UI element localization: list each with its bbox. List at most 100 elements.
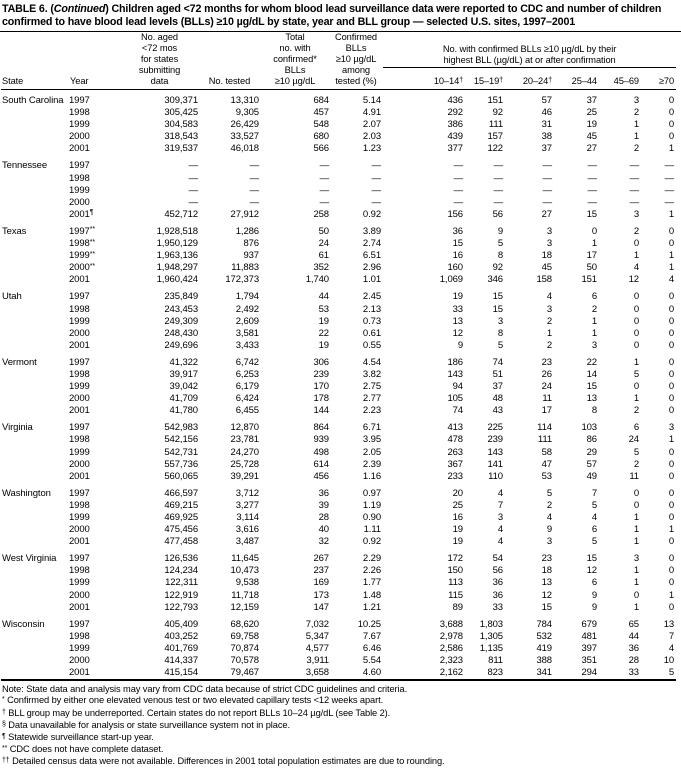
footnote-symbol: ††: [2, 757, 10, 765]
table-row: 1998 124,234 10,473 237 2.26 150 56 18 12 1 0: [1, 565, 676, 577]
state-cell: [1, 381, 69, 393]
state-cell: [1, 274, 69, 286]
value-cell: 542,983: [164, 422, 198, 434]
year-cell: 1997: [69, 422, 90, 434]
state-cell: [1, 565, 69, 577]
value-cell: 69,758: [230, 630, 260, 642]
value-cell: 7: [591, 487, 597, 499]
value-cell: 1: [633, 536, 639, 548]
value-cell: 1.11: [363, 524, 381, 536]
year-cell: 1999: [69, 184, 90, 196]
value-cell: 18: [541, 565, 552, 577]
value-cell: 6: [591, 524, 597, 536]
value-cell: 6.71: [362, 422, 381, 434]
value-cell: 1: [633, 131, 639, 143]
value-cell: 5: [497, 339, 503, 351]
table-row: 2001 41,780 6,455 144 2.23 74 43 17 8 2 0: [1, 405, 676, 417]
year-cell: 2000: [69, 589, 90, 601]
table-row: 1999 122,311 9,538 169 1.77 113 36 13 6 1 0: [1, 577, 676, 589]
value-cell: 49: [586, 470, 597, 482]
value-cell: 0: [668, 536, 675, 548]
state-cell: [1, 393, 69, 405]
state-cell: [1, 107, 69, 119]
value-cell: 24: [628, 434, 639, 446]
year-cell: 1999: [69, 315, 90, 327]
value-cell: 92: [492, 107, 503, 119]
year-cell: 1997**: [69, 225, 95, 237]
year-cell: 1998: [69, 303, 90, 315]
value-cell: 3: [633, 553, 639, 565]
value-cell: —: [249, 184, 260, 196]
value-cell: 27: [541, 208, 552, 220]
year-cell: 1999: [69, 446, 90, 458]
value-cell: 36: [628, 642, 639, 654]
value-cell: 239: [313, 368, 329, 380]
year-cell: 1998: [69, 368, 90, 380]
value-cell: 249,696: [164, 339, 198, 351]
value-cell: 0: [668, 565, 675, 577]
state-cell: [1, 250, 69, 262]
value-cell: 0: [633, 499, 639, 511]
value-cell: 0.73: [362, 315, 381, 327]
table-row: 2001 249,696 3,433 19 0.55 9 5 2 3 0 0: [1, 340, 676, 352]
value-cell: 1: [633, 356, 639, 368]
value-cell: 684: [313, 95, 329, 106]
value-cell: 2,978: [439, 630, 463, 642]
value-cell: 1: [668, 589, 675, 601]
value-cell: 160: [447, 262, 463, 274]
value-cell: 239: [487, 434, 503, 446]
value-cell: 47: [541, 458, 552, 470]
surveillance-table: State Year No. aged <72 mos for states s…: [1, 32, 677, 681]
value-cell: 9,305: [235, 107, 259, 119]
value-cell: —: [371, 184, 382, 196]
state-cell: [1, 238, 69, 250]
value-cell: 26,429: [230, 119, 260, 131]
value-cell: 5: [668, 667, 675, 679]
value-cell: 10.25: [357, 618, 381, 630]
value-cell: 1.21: [362, 601, 381, 613]
footnote: § Data unavailable for analysis or state…: [2, 720, 679, 732]
year-cell: 2000: [69, 524, 90, 536]
value-cell: 4: [497, 536, 503, 548]
footnote-text: Confirmed by either one elevated venous …: [4, 695, 384, 706]
state-cell: Virginia: [2, 422, 33, 434]
value-cell: —: [542, 196, 553, 208]
state-cell: [1, 667, 69, 680]
value-cell: 1,963,136: [156, 250, 198, 262]
state-cell: Washington: [2, 487, 51, 499]
value-cell: 0: [668, 327, 675, 339]
value-cell: 151: [487, 95, 503, 106]
state-cell: [1, 328, 69, 340]
value-cell: 56: [492, 565, 503, 577]
value-cell: 46: [541, 107, 552, 119]
bll-group-header: ≥70: [641, 67, 677, 91]
year-cell: 2001: [69, 470, 90, 482]
value-cell: 1: [633, 577, 639, 589]
table-row: 1999 469,925 3,114 28 0.90 16 3 4 4 1 0: [1, 512, 676, 524]
value-cell: 0: [668, 291, 675, 303]
state-cell: [1, 471, 69, 483]
value-cell: 2.23: [362, 405, 381, 417]
value-cell: 0: [633, 315, 639, 327]
value-cell: 111: [488, 119, 503, 131]
value-cell: 56: [492, 208, 503, 220]
value-cell: 4: [546, 512, 552, 523]
value-cell: 33: [492, 601, 503, 613]
value-cell: 4.91: [362, 107, 381, 119]
value-cell: 2: [633, 143, 639, 155]
value-cell: 147: [313, 601, 329, 613]
value-cell: 0: [633, 339, 639, 351]
value-cell: 10,473: [230, 565, 260, 577]
value-cell: 173: [313, 589, 329, 601]
value-cell: —: [371, 172, 382, 184]
value-cell: —: [319, 172, 330, 184]
value-cell: 0: [668, 487, 675, 499]
value-cell: 3: [633, 208, 639, 220]
value-cell: 306: [313, 356, 329, 368]
value-cell: 0: [668, 238, 675, 250]
value-cell: —: [453, 172, 464, 184]
value-cell: 0: [633, 303, 639, 315]
value-cell: 103: [581, 422, 597, 434]
value-cell: 2: [546, 499, 552, 511]
value-cell: 1: [668, 143, 675, 155]
